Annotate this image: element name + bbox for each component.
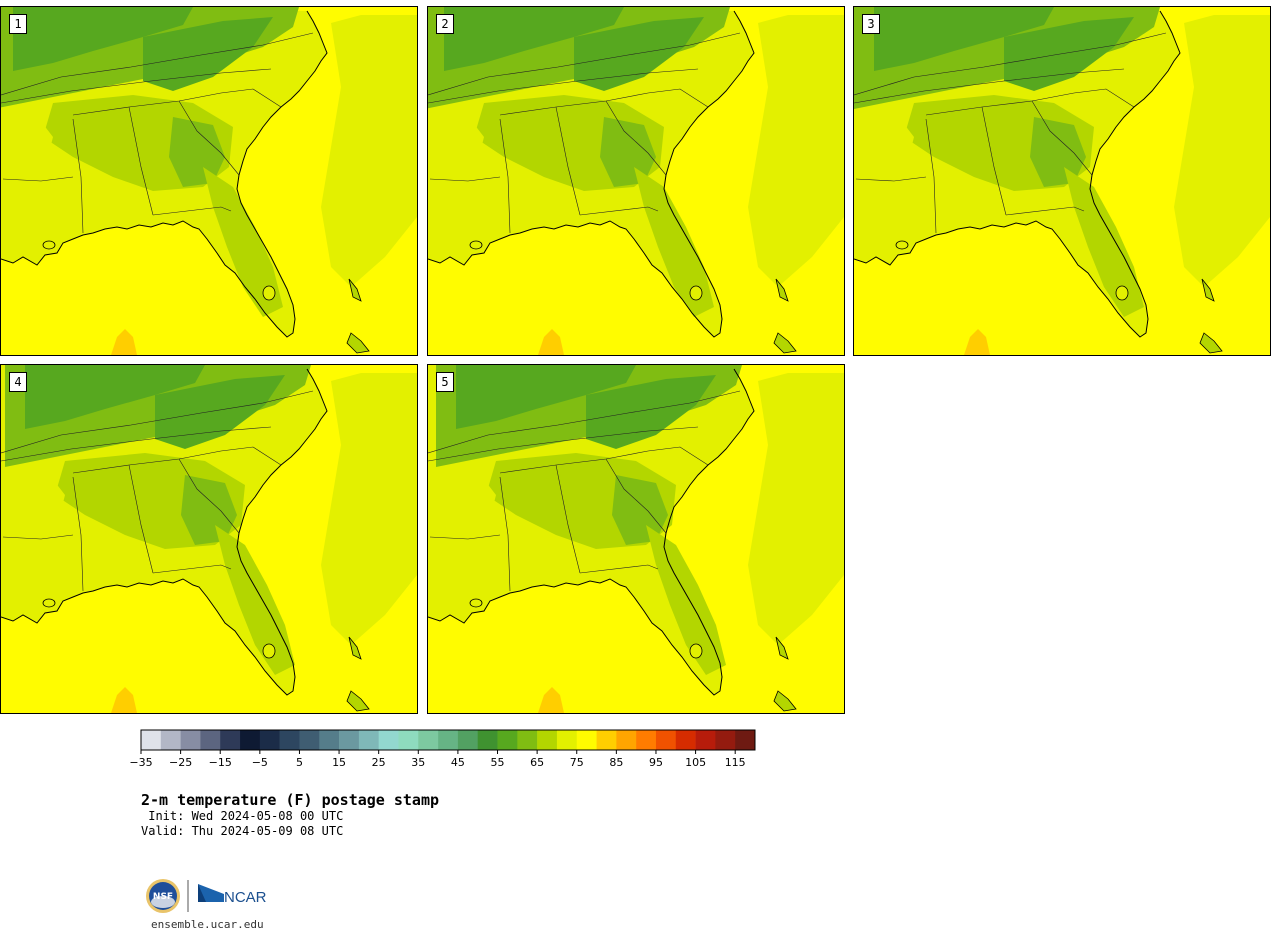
colorbar-swatch: [418, 730, 439, 750]
colorbar-swatch: [160, 730, 181, 750]
colorbar-swatch: [220, 730, 241, 750]
colorbar-swatch: [259, 730, 280, 750]
temperature-map: [1, 7, 417, 355]
panel-label: 1: [9, 14, 27, 34]
colorbar-tick-label: 115: [724, 756, 746, 769]
colorbar-tick-label: 55: [490, 756, 505, 769]
colorbar-tick-label: −35: [129, 756, 153, 769]
site-url[interactable]: ensemble.ucar.edu: [151, 918, 264, 931]
colorbar-swatch: [636, 730, 657, 750]
panel-label: 5: [436, 372, 454, 392]
colorbar-swatch: [141, 730, 162, 750]
chart-title: 2-m temperature (F) postage stamp: [141, 791, 440, 809]
colorbar-swatch: [576, 730, 597, 750]
temperature-map: [854, 7, 1270, 355]
map-panel-5: 5: [427, 364, 845, 714]
panel-label: 2: [436, 14, 454, 34]
colorbar-swatch: [438, 730, 459, 750]
colorbar-tick-label: 25: [371, 756, 386, 769]
colorbar-swatch: [616, 730, 637, 750]
colorbar-swatch: [339, 730, 360, 750]
colorbar-tick-label: 105: [685, 756, 707, 769]
map-panel-3: 3: [853, 6, 1271, 356]
title-block: 2-m temperature (F) postage stamp Init: …: [141, 791, 439, 839]
map-panel-4: 4: [0, 364, 418, 714]
colorbar-swatch: [596, 730, 617, 750]
colorbar-swatch: [279, 730, 300, 750]
colorbar-swatch: [517, 730, 538, 750]
colorbar-tick-label: 75: [569, 756, 584, 769]
temperature-map: [1, 365, 417, 713]
colorbar-swatch: [695, 730, 716, 750]
ncar-logo-text: NCAR: [224, 889, 267, 906]
temperature-colorbar: −35 −25 −15 −5 5 15 25 35 45 55 65 75 85 95 105 115: [129, 729, 756, 778]
nsf-logo-text: NSF: [153, 892, 173, 902]
colorbar-swatch: [319, 730, 340, 750]
colorbar-swatches: [140, 729, 756, 754]
colorbar-tick-label: 65: [530, 756, 545, 769]
colorbar-tick-label: −5: [251, 756, 268, 769]
temperature-map: [428, 7, 844, 355]
colorbar-swatch: [537, 730, 558, 750]
temperature-map: [428, 365, 844, 713]
colorbar-tick-label: 35: [411, 756, 426, 769]
colorbar-tick-label: −15: [208, 756, 232, 769]
colorbar-swatch: [556, 730, 578, 750]
init-time: Init: Wed 2024-05-08 00 UTC: [141, 809, 344, 823]
colorbar-swatch: [655, 730, 677, 750]
panel-label: 3: [862, 14, 880, 34]
colorbar-tick-label: 85: [609, 756, 624, 769]
colorbar-swatch: [477, 730, 498, 750]
nsf-logo: NSF: [146, 879, 180, 913]
colorbar-swatch: [735, 730, 756, 750]
colorbar-tick-label: −25: [169, 756, 193, 769]
map-panel-1: 1: [0, 6, 418, 356]
map-panel-2: 2: [427, 6, 845, 356]
colorbar-tick-label: 15: [332, 756, 347, 769]
colorbar-swatch: [180, 730, 201, 750]
colorbar-swatch: [457, 730, 479, 750]
logos: NSF NCAR: [144, 876, 284, 916]
colorbar-swatch: [675, 730, 696, 750]
colorbar-swatch: [398, 730, 419, 750]
colorbar-tick-label: 5: [295, 756, 303, 769]
colorbar-swatch: [299, 730, 320, 750]
colorbar-tick-label: 95: [648, 756, 663, 769]
colorbar-swatch: [240, 730, 261, 750]
colorbar-tick-label: 45: [450, 756, 465, 769]
colorbar-swatch: [497, 730, 518, 750]
valid-time: Valid: Thu 2024-05-09 08 UTC: [141, 824, 344, 838]
panel-label: 4: [9, 372, 27, 392]
colorbar-swatch: [358, 730, 379, 750]
colorbar-swatch: [378, 730, 399, 750]
colorbar-swatch: [715, 730, 736, 750]
ncar-logo: NCAR: [198, 884, 267, 906]
colorbar-swatch: [200, 730, 221, 750]
